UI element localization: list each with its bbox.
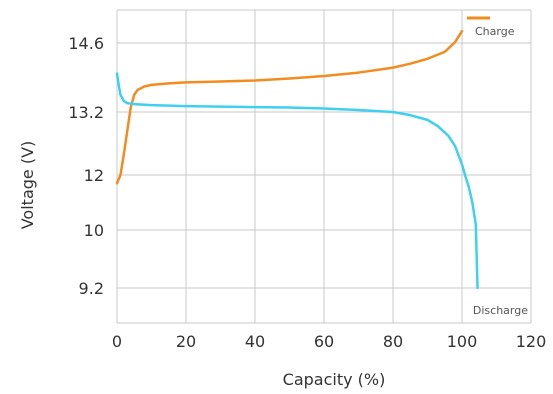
x-tick-label: 100: [447, 332, 478, 351]
legend-charge-label: Charge: [475, 25, 515, 38]
x-axis-title: Capacity (%): [283, 370, 386, 389]
x-tick-label: 40: [245, 332, 265, 351]
legend-discharge-label: Discharge: [473, 304, 528, 317]
y-tick-label: 12: [84, 166, 104, 185]
x-tick-label: 120: [516, 332, 547, 351]
x-tick-label: 60: [314, 332, 334, 351]
series-line-discharge: [115, 72, 479, 290]
x-tick-label: 0: [112, 332, 122, 351]
tick-labels: 0 20 40 60 80 100 120 9.2 10 12 13.2 14.6: [68, 34, 546, 351]
y-tick-label: 9.2: [79, 279, 104, 298]
x-tick-label: 80: [383, 332, 403, 351]
series-layer: [115, 29, 479, 290]
grid: [116, 9, 532, 324]
y-tick-label: 13.2: [68, 103, 104, 122]
y-axis-title: Voltage (V): [18, 141, 37, 230]
y-tick-label: 14.6: [68, 34, 104, 53]
series-line-charge: [115, 29, 464, 185]
x-tick-label: 20: [176, 332, 196, 351]
y-tick-label: 10: [84, 221, 104, 240]
legend: Charge Discharge: [467, 16, 528, 317]
